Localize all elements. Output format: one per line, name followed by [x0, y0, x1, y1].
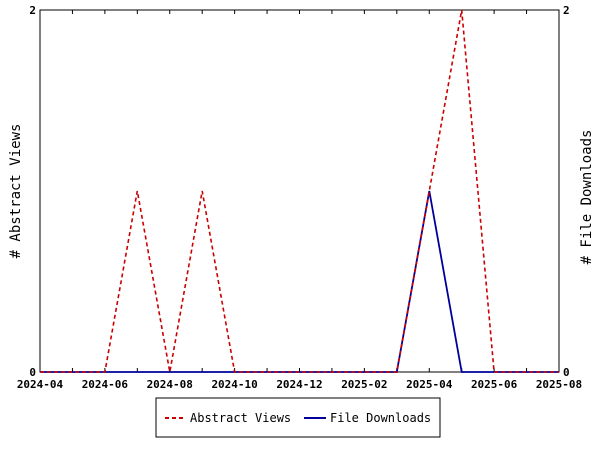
x-tick-label: 2025-08 — [536, 378, 582, 391]
series-layer — [40, 9, 559, 373]
y-tick-label-right: 2 — [563, 4, 570, 17]
y-axis-right-title: # File Downloads — [579, 130, 595, 265]
y-tick-label-right: 0 — [563, 366, 570, 379]
x-tick-label: 2024-12 — [276, 378, 322, 391]
x-tick-label: 2024-04 — [17, 378, 64, 391]
y-axis-left-title: # Abstract Views — [8, 124, 24, 259]
series-line-abstract-views — [40, 9, 559, 373]
legend-label-file-downloads: File Downloads — [330, 411, 431, 425]
x-tick-label: 2024-08 — [147, 378, 193, 391]
legend-label-abstract-views: Abstract Views — [190, 411, 291, 425]
y-tick-label-left: 2 — [29, 4, 36, 17]
x-tick-label: 2025-02 — [341, 378, 387, 391]
legend-box — [155, 397, 441, 438]
legend: Abstract Views File Downloads — [155, 397, 441, 438]
plot-area — [39, 9, 560, 373]
x-tick-label: 2025-06 — [471, 378, 518, 391]
x-tick-label: 2025-04 — [406, 378, 453, 391]
series-line-file-downloads — [40, 190, 559, 373]
x-tick-label: 2024-06 — [82, 378, 129, 391]
x-tick-label: 2024-10 — [211, 378, 257, 391]
y-tick-label-left: 0 — [29, 366, 36, 379]
